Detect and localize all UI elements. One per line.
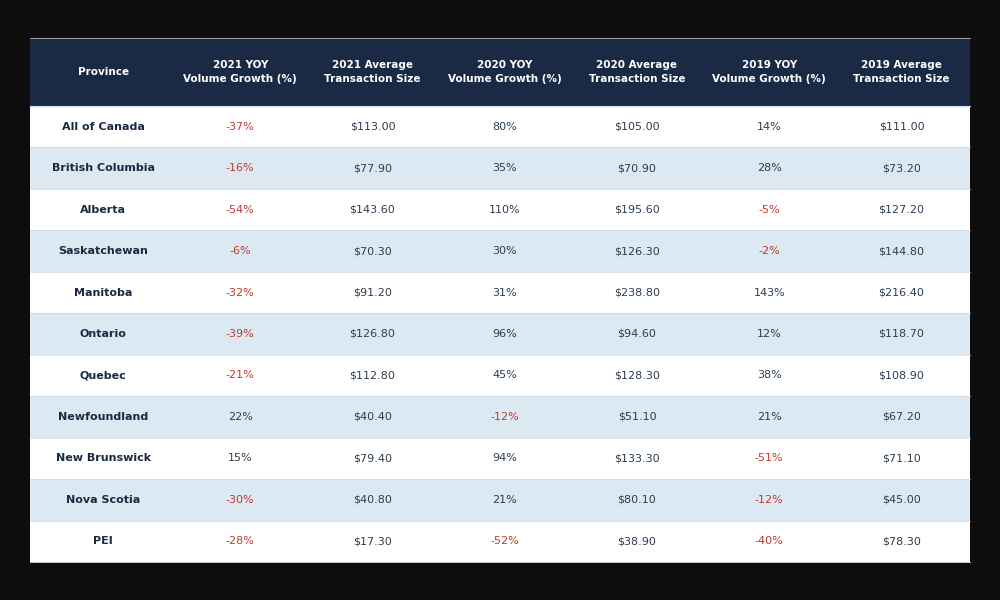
Text: -21%: -21% xyxy=(226,370,255,380)
Text: -30%: -30% xyxy=(226,495,255,505)
Text: 94%: 94% xyxy=(492,454,517,463)
Text: $67.20: $67.20 xyxy=(882,412,921,422)
Text: $143.60: $143.60 xyxy=(350,205,395,215)
FancyBboxPatch shape xyxy=(30,272,970,313)
Text: $17.30: $17.30 xyxy=(353,536,392,546)
Text: $195.60: $195.60 xyxy=(614,205,660,215)
Text: 15%: 15% xyxy=(228,454,253,463)
FancyBboxPatch shape xyxy=(30,106,970,148)
Text: $79.40: $79.40 xyxy=(353,454,392,463)
Text: 2021 Average
Transaction Size: 2021 Average Transaction Size xyxy=(324,60,421,84)
Text: $105.00: $105.00 xyxy=(614,122,660,132)
Text: $70.30: $70.30 xyxy=(353,246,392,256)
Text: $77.90: $77.90 xyxy=(353,163,392,173)
Text: 35%: 35% xyxy=(492,163,517,173)
Text: Manitoba: Manitoba xyxy=(74,287,132,298)
Text: -54%: -54% xyxy=(226,205,255,215)
FancyBboxPatch shape xyxy=(30,396,970,437)
Text: -6%: -6% xyxy=(229,246,251,256)
FancyBboxPatch shape xyxy=(30,38,970,562)
Text: $73.20: $73.20 xyxy=(882,163,921,173)
Text: Newfoundland: Newfoundland xyxy=(58,412,148,422)
Text: 2019 Average
Transaction Size: 2019 Average Transaction Size xyxy=(853,60,950,84)
Text: $45.00: $45.00 xyxy=(882,495,921,505)
Text: 143%: 143% xyxy=(753,287,785,298)
FancyBboxPatch shape xyxy=(30,148,970,189)
Text: -32%: -32% xyxy=(226,287,255,298)
Text: All of Canada: All of Canada xyxy=(62,122,145,132)
Text: $108.90: $108.90 xyxy=(879,370,924,380)
Text: $238.80: $238.80 xyxy=(614,287,660,298)
Text: -40%: -40% xyxy=(755,536,784,546)
Text: $94.60: $94.60 xyxy=(618,329,656,339)
Text: -16%: -16% xyxy=(226,163,255,173)
Text: $126.30: $126.30 xyxy=(614,246,660,256)
Text: -2%: -2% xyxy=(758,246,780,256)
Text: -28%: -28% xyxy=(226,536,255,546)
Text: -5%: -5% xyxy=(758,205,780,215)
Text: New Brunswick: New Brunswick xyxy=(56,454,151,463)
Text: 22%: 22% xyxy=(228,412,253,422)
FancyBboxPatch shape xyxy=(30,230,970,272)
Text: -51%: -51% xyxy=(755,454,784,463)
Text: 96%: 96% xyxy=(492,329,517,339)
Text: 38%: 38% xyxy=(757,370,782,380)
Text: $71.10: $71.10 xyxy=(882,454,921,463)
Text: Province: Province xyxy=(78,67,129,77)
Text: 21%: 21% xyxy=(492,495,517,505)
Text: $112.80: $112.80 xyxy=(350,370,395,380)
Text: Ontario: Ontario xyxy=(80,329,127,339)
Text: Saskatchewan: Saskatchewan xyxy=(58,246,148,256)
Text: 14%: 14% xyxy=(757,122,782,132)
Text: PEI: PEI xyxy=(93,536,113,546)
Text: 2020 Average
Transaction Size: 2020 Average Transaction Size xyxy=(589,60,685,84)
Text: $126.80: $126.80 xyxy=(350,329,395,339)
Text: 2021 YOY
Volume Growth (%): 2021 YOY Volume Growth (%) xyxy=(183,60,297,84)
Text: 31%: 31% xyxy=(492,287,517,298)
Text: $128.30: $128.30 xyxy=(614,370,660,380)
Text: 12%: 12% xyxy=(757,329,782,339)
FancyBboxPatch shape xyxy=(30,479,970,521)
Text: $70.90: $70.90 xyxy=(618,163,656,173)
Text: $111.00: $111.00 xyxy=(879,122,924,132)
Text: -12%: -12% xyxy=(490,412,519,422)
FancyBboxPatch shape xyxy=(30,189,970,230)
Text: 110%: 110% xyxy=(489,205,521,215)
Text: -37%: -37% xyxy=(226,122,255,132)
Text: $133.30: $133.30 xyxy=(614,454,660,463)
Text: 30%: 30% xyxy=(492,246,517,256)
Text: $216.40: $216.40 xyxy=(879,287,924,298)
Text: $113.00: $113.00 xyxy=(350,122,395,132)
Text: British Columbia: British Columbia xyxy=(52,163,155,173)
Text: $51.10: $51.10 xyxy=(618,412,656,422)
Text: $118.70: $118.70 xyxy=(879,329,924,339)
FancyBboxPatch shape xyxy=(30,437,970,479)
FancyBboxPatch shape xyxy=(30,38,970,106)
Text: 21%: 21% xyxy=(757,412,782,422)
Text: $127.20: $127.20 xyxy=(879,205,925,215)
Text: -39%: -39% xyxy=(226,329,255,339)
Text: 80%: 80% xyxy=(492,122,517,132)
Text: 28%: 28% xyxy=(757,163,782,173)
FancyBboxPatch shape xyxy=(30,355,970,396)
Text: Alberta: Alberta xyxy=(80,205,126,215)
Text: -52%: -52% xyxy=(490,536,519,546)
Text: Quebec: Quebec xyxy=(80,370,127,380)
Text: $78.30: $78.30 xyxy=(882,536,921,546)
FancyBboxPatch shape xyxy=(30,521,970,562)
FancyBboxPatch shape xyxy=(30,313,970,355)
Text: $38.90: $38.90 xyxy=(618,536,656,546)
Text: $80.10: $80.10 xyxy=(618,495,656,505)
Text: $144.80: $144.80 xyxy=(879,246,925,256)
Text: 2020 YOY
Volume Growth (%): 2020 YOY Volume Growth (%) xyxy=(448,60,562,84)
Text: $91.20: $91.20 xyxy=(353,287,392,298)
Text: -12%: -12% xyxy=(755,495,784,505)
Text: Nova Scotia: Nova Scotia xyxy=(66,495,140,505)
Text: 2019 YOY
Volume Growth (%): 2019 YOY Volume Growth (%) xyxy=(712,60,826,84)
Text: 45%: 45% xyxy=(492,370,517,380)
Text: $40.80: $40.80 xyxy=(353,495,392,505)
Text: $40.40: $40.40 xyxy=(353,412,392,422)
